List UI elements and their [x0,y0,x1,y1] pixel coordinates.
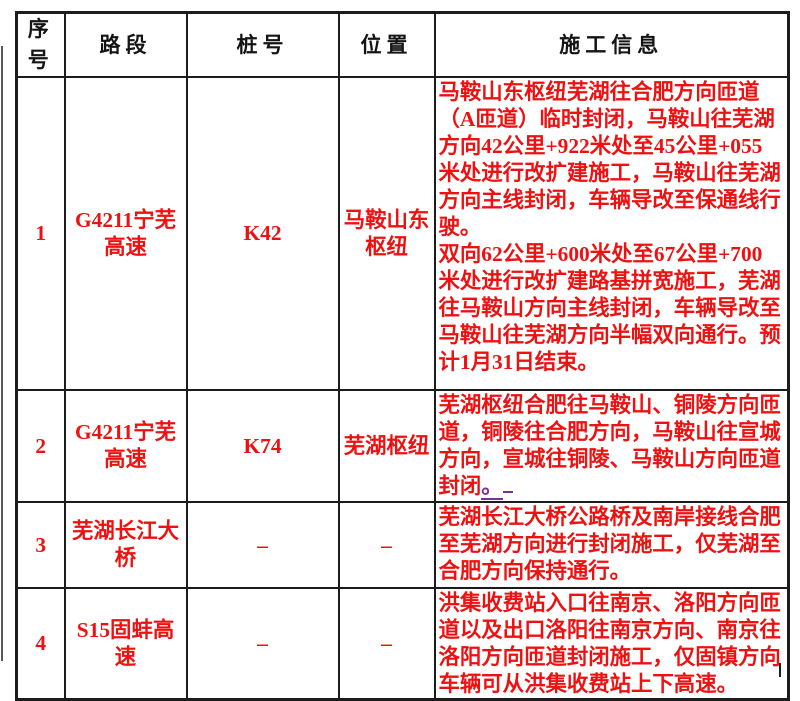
cell-location: – [337,501,436,589]
hyperlink-underline-tail [502,477,513,493]
cell-stake: – [185,587,340,701]
construction-info-paragraph: 马鞍山东枢纽芜湖往合肥方向匝道（A匝道）临时封闭，马鞍山往芜湖方向42公里+92… [438,80,781,239]
column-header-road: 路段 [63,11,188,78]
hyperlink-period[interactable]: 。 [481,474,503,500]
cell-seq: 4 [15,587,66,701]
cell-location: – [337,587,436,701]
column-header-seq: 序号 [15,11,66,78]
cell-info: 芜湖长江大桥公路桥及南岸接线合肥至芜湖方向进行封闭施工，仅芜湖至合肥方向保持通行… [433,501,790,589]
cell-location: 马鞍山东枢纽 [337,76,436,391]
cell-seq: 2 [15,389,66,503]
header-row: 序号 路段 桩号 位置 施工信息 [15,11,790,78]
text-cursor-mark [779,663,781,677]
construction-info-paragraph: 洪集收费站入口往南京、洛阳方向匝道以及出口洛阳往南京方向、南京往洛阳方向匝道封闭… [438,591,781,696]
cell-stake: K42 [185,76,340,391]
construction-info-paragraph: 双向62公里+600米处至67公里+700米处进行改扩建路基拼宽施工，芜湖往马鞍… [438,242,781,374]
page-edge-line [1,46,3,661]
cell-road: G4211宁芜高速 [63,76,188,391]
cell-road: G4211宁芜高速 [63,389,188,503]
cell-stake: K74 [185,389,340,503]
table-row: 1 G4211宁芜高速 K42 马鞍山东枢纽 马鞍山东枢纽芜湖往合肥方向匝道（A… [15,76,790,391]
cell-location: 芜湖枢纽 [337,389,436,503]
construction-info-paragraph: 芜湖长江大桥公路桥及南岸接线合肥至芜湖方向进行封闭施工，仅芜湖至合肥方向保持通行… [438,505,781,583]
column-header-stake: 桩号 [185,11,340,78]
cell-info: 洪集收费站入口往南京、洛阳方向匝道以及出口洛阳往南京方向、南京往洛阳方向匝道封闭… [433,587,790,701]
cell-seq: 1 [15,76,66,391]
construction-info-table: 序号 路段 桩号 位置 施工信息 1 G4211宁芜高速 K42 马鞍山东枢纽 … [15,11,790,701]
table-row: 4 S15固蚌高速 – – 洪集收费站入口往南京、洛阳方向匝道以及出口洛阳往南京… [15,587,790,701]
cell-road: S15固蚌高速 [63,587,188,701]
cell-stake: – [185,501,340,589]
table-row: 2 G4211宁芜高速 K74 芜湖枢纽 芜湖枢纽合肥往马鞍山、铜陵方向匝道，铜… [15,389,790,503]
cell-road: 芜湖长江大桥 [63,501,188,589]
cell-info: 芜湖枢纽合肥往马鞍山、铜陵方向匝道，铜陵往合肥方向，马鞍山往宣城方向，宣城往铜陵… [433,389,790,503]
column-header-location: 位置 [337,11,436,78]
table-row: 3 芜湖长江大桥 – – 芜湖长江大桥公路桥及南岸接线合肥至芜湖方向进行封闭施工… [15,501,790,589]
construction-info-text: 芜湖枢纽合肥往马鞍山、铜陵方向匝道，铜陵往合肥方向，马鞍山往宣城方向，宣城往铜陵… [438,393,781,498]
column-header-info: 施工信息 [433,11,790,78]
cell-seq: 3 [15,501,66,589]
cell-info: 马鞍山东枢纽芜湖往合肥方向匝道（A匝道）临时封闭，马鞍山往芜湖方向42公里+92… [433,76,790,391]
